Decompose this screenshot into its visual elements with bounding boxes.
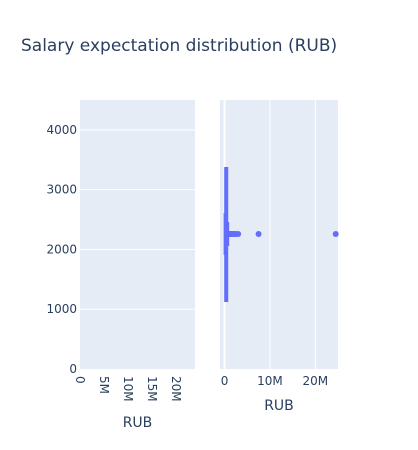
histogram-y-tick-label: 1000 [46,302,77,316]
histogram-y-tick-label: 3000 [46,183,77,197]
histogram-x-tick-label: 15M [145,376,159,402]
box-x-tick-label: 10M [257,374,283,388]
histogram-x-tick-label: 20M [169,376,183,402]
histogram-x-axis-title: RUB [123,415,153,431]
histogram-x-tick-label: 5M [97,376,111,394]
histogram-y-tick-label: 0 [69,362,77,376]
histogram-y-tick-label: 4000 [46,123,77,137]
box-x-tick-label: 0 [221,374,229,388]
histogram-y-tick-label: 2000 [46,242,77,256]
chart-title: Salary expectation distribution (RUB) [21,36,337,56]
histogram-x-tick-label: 0 [73,376,87,384]
box-x-axis-title: RUB [264,398,294,414]
box-outlier-point [332,231,339,237]
box-x-tick-label: 20M [302,374,328,388]
box-plot-panel: 0 10M 20M RUB [220,100,339,414]
histogram-x-tick-label: 10M [121,376,135,402]
histogram-panel: 0 1000 2000 3000 4000 0 5M 10M 15M 20M RUB [46,100,195,431]
histogram-plot-area [80,100,195,369]
box-outlier-point [255,231,262,237]
box-outlier-point [235,231,242,237]
